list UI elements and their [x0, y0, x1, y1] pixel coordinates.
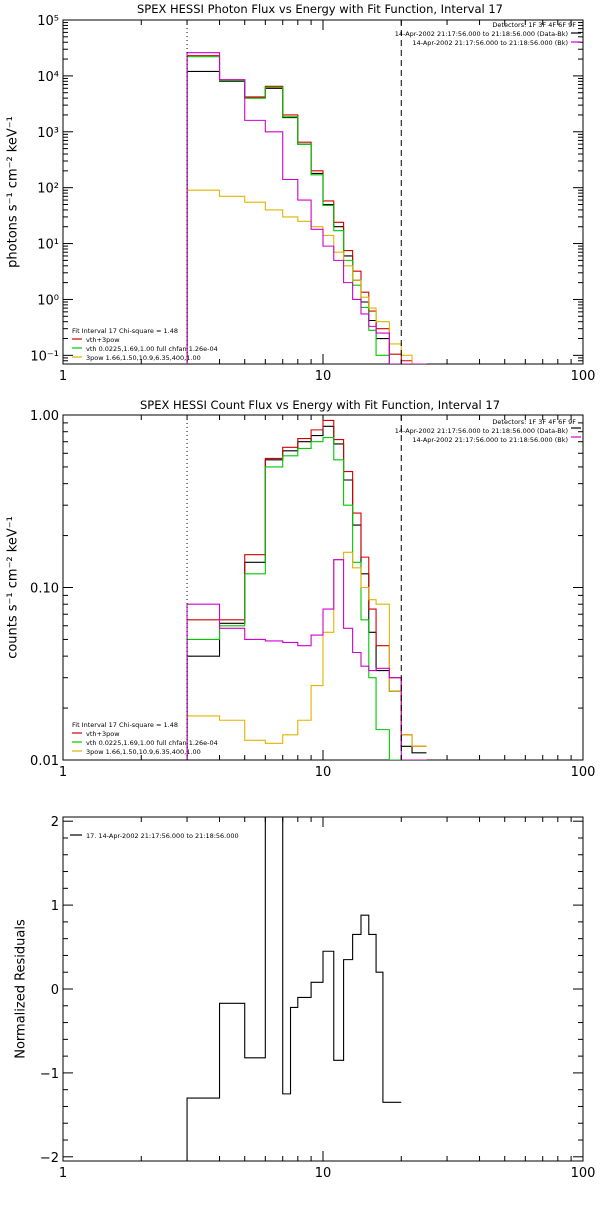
y-tick-label: 10¹ [37, 238, 59, 253]
info-databk-interval: 14-Apr-2002 21:17:56.000 to 21:18:56.000… [395, 427, 568, 435]
plot-area [186, 817, 402, 1161]
photon-flux-info-block: Detectors: 1F 3F 4F 6F 9F 14-Apr-2002 21… [395, 21, 577, 47]
plot-area [186, 415, 427, 760]
x-tick-label: 100 [571, 1166, 596, 1181]
y-tick-label: 10² [37, 182, 59, 197]
y-tick-label: 10³ [37, 126, 59, 141]
y-tick-label: 2 [51, 815, 59, 830]
series-data-bk-line [186, 70, 427, 364]
y-tick-label: −2 [40, 1151, 59, 1166]
x-tick-label: 10 [315, 1166, 332, 1181]
info-databk-interval: 14-Apr-2002 21:17:56.000 to 21:18:56.000… [395, 30, 568, 38]
photon-flux-title: SPEX HESSI Photon Flux vs Energy with Fi… [137, 2, 503, 16]
fit-model-3pow: 3pow 1.66,1.50,10.9,6.35,400,1.00 [86, 748, 201, 756]
series-bk-line [186, 52, 427, 364]
series-17-14-apr-2002-21-17-56-000-to-21-18-56-000-line [186, 817, 402, 1161]
count-flux-panel: SPEX HESSI Count Flux vs Energy with Fit… [6, 398, 596, 780]
fit-model-vth3pow: vth+3pow [86, 336, 120, 344]
series-vth-line [186, 437, 427, 760]
info-detectors: Detectors: 1F 3F 4F 6F 9F [492, 418, 576, 426]
info-bk-interval: 14-Apr-2002 21:17:56.000 to 21:18:56.000… [412, 436, 568, 444]
plot-area [186, 20, 427, 364]
y-tick-label: 10⁰ [37, 293, 59, 308]
fit-model-vth3pow: vth+3pow [86, 730, 120, 738]
residuals-y-label: Normalized Residuals [14, 919, 29, 1059]
info-detectors: Detectors: 1F 3F 4F 6F 9F [492, 21, 576, 29]
x-tick-label: 10 [315, 369, 332, 384]
x-tick-label: 1 [59, 1166, 67, 1181]
plot-frame [62, 816, 584, 1162]
x-tick-label: 1 [59, 369, 67, 384]
fit-model-vth: vth 0.0225,1.69,1.00 full chfan 1.26e-04 [86, 739, 218, 747]
series-3pow-line [186, 189, 427, 364]
photon-flux-fit-block: Fit Interval 17 Chi-square = 1.48 vth+3p… [72, 327, 218, 362]
info-bk-interval: 14-Apr-2002 21:17:56.000 to 21:18:56.000… [412, 39, 568, 47]
x-tick-label: 100 [571, 765, 596, 780]
y-tick-label: 0 [51, 983, 59, 998]
y-tick-label: 0.01 [30, 754, 59, 769]
series-vth-3pow-line [186, 419, 427, 760]
y-tick-label: 1 [51, 899, 59, 914]
series-vth-line [186, 56, 427, 364]
y-tick-label: 1.00 [30, 409, 59, 424]
fit-model-vth: vth 0.0225,1.69,1.00 full chfan 1.26e-04 [86, 345, 218, 353]
x-tick-label: 100 [571, 369, 596, 384]
count-flux-y-label: counts s⁻¹ cm⁻² keV⁻¹ [6, 516, 21, 659]
x-tick-label: 10 [315, 765, 332, 780]
series-bk-line [186, 559, 427, 760]
y-tick-label: 10⁻¹ [30, 349, 59, 364]
count-flux-fit-block: Fit Interval 17 Chi-square = 1.48 vth+3p… [72, 721, 218, 756]
residuals-legend: 17. 14-Apr-2002 21:17:56.000 to 21:18:56… [86, 832, 239, 840]
count-flux-info-block: Detectors: 1F 3F 4F 6F 9F 14-Apr-2002 21… [395, 418, 577, 444]
photon-flux-panel: SPEX HESSI Photon Flux vs Energy with Fi… [6, 2, 596, 384]
y-tick-label: −1 [40, 1067, 59, 1082]
photon-flux-y-label: photons s⁻¹ cm⁻² keV⁻¹ [6, 116, 21, 268]
x-tick-label: 1 [59, 765, 67, 780]
count-flux-title: SPEX HESSI Count Flux vs Energy with Fit… [140, 398, 500, 412]
plot-frame [62, 414, 584, 761]
y-tick-label: 10⁴ [37, 70, 59, 85]
series-data-bk-line [186, 425, 427, 760]
fit-model-3pow: 3pow 1.66,1.50,10.9,6.35,400,1.00 [86, 354, 201, 362]
series-vth-3pow-line [186, 55, 427, 364]
y-tick-label: 0.10 [30, 582, 59, 597]
fit-chisq: Fit Interval 17 Chi-square = 1.48 [72, 327, 178, 335]
fit-chisq: Fit Interval 17 Chi-square = 1.48 [72, 721, 178, 729]
series-3pow-line [186, 551, 427, 760]
y-tick-label: 10⁵ [37, 14, 59, 29]
residuals-panel: Normalized Residuals 17. 14-Apr-2002 21:… [14, 815, 596, 1181]
